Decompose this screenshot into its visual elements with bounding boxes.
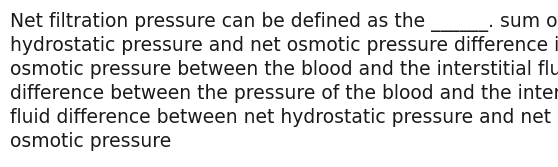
Text: hydrostatic pressure and net osmotic pressure difference in: hydrostatic pressure and net osmotic pre… <box>10 36 558 55</box>
Text: difference between the pressure of the blood and the interstitial: difference between the pressure of the b… <box>10 84 558 103</box>
Text: osmotic pressure: osmotic pressure <box>10 132 171 151</box>
Text: Net filtration pressure can be defined as the ______. sum of net: Net filtration pressure can be defined a… <box>10 12 558 32</box>
Text: fluid difference between net hydrostatic pressure and net: fluid difference between net hydrostatic… <box>10 108 551 127</box>
Text: osmotic pressure between the blood and the interstitial fluid: osmotic pressure between the blood and t… <box>10 60 558 79</box>
